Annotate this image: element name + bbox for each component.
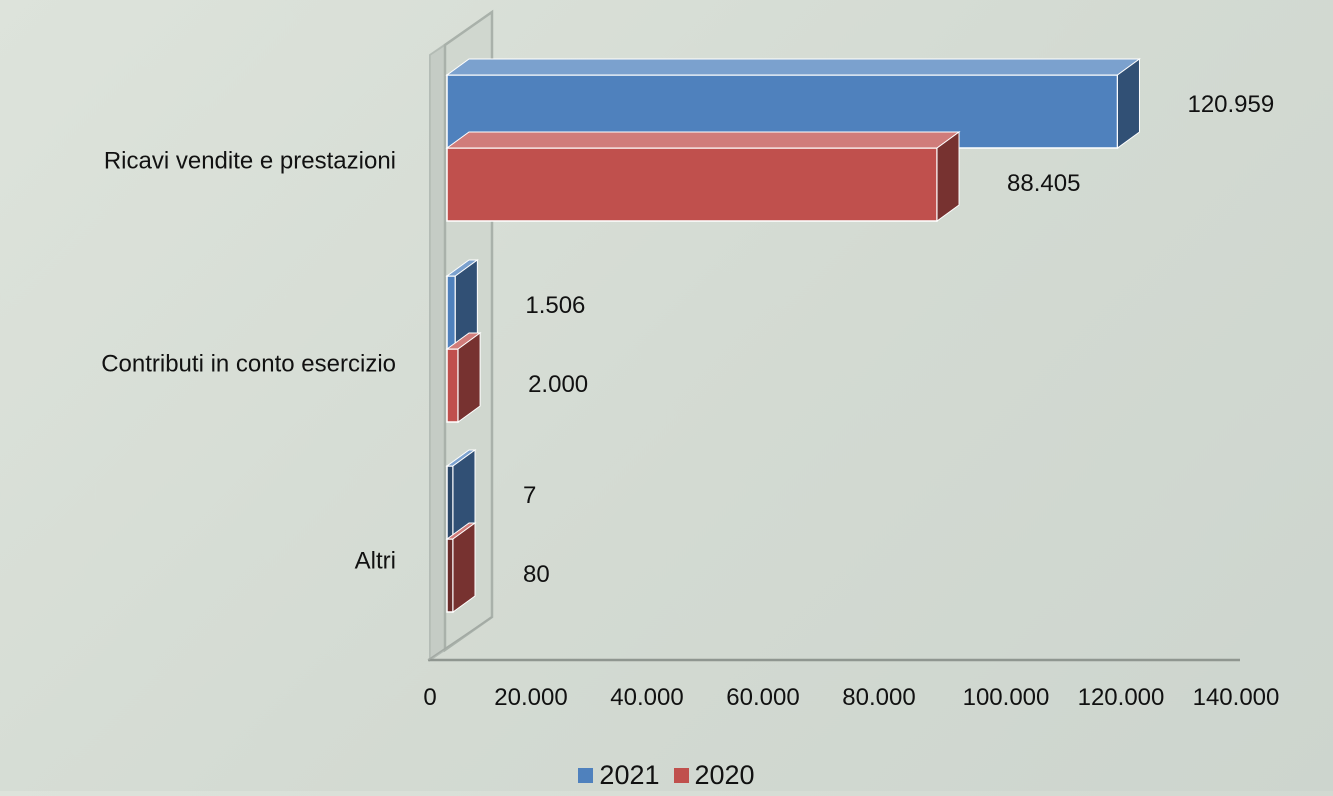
data-label: 88.405: [1007, 170, 1080, 197]
data-label: 7: [523, 482, 536, 509]
data-label: 2.000: [528, 371, 588, 398]
legend-label-series-2: 2020: [694, 760, 755, 790]
legend-label-series-1: 2021: [599, 760, 660, 790]
x-tick-label: 100.000: [963, 684, 1050, 711]
wall-side: [429, 43, 446, 662]
category-label: Contributi in conto esercizio: [101, 350, 396, 377]
legend-item-series-2: 2020: [673, 760, 755, 791]
category-label: Ricavi vendite e prestazioni: [104, 147, 396, 174]
bar-2021-3: [445, 449, 477, 540]
legend-swatch-series-1: [578, 768, 594, 783]
x-tick-label: 140.000: [1193, 684, 1280, 711]
bar-2020-2: [445, 332, 482, 423]
legend-swatch-series-2: [673, 768, 689, 783]
floor: [430, 617, 1240, 660]
category-label: Altri: [355, 547, 396, 574]
data-label: 1.506: [525, 292, 585, 319]
x-tick-label: 80.000: [842, 684, 915, 711]
x-tick-label: 60.000: [726, 684, 799, 711]
x-tick-label: 120.000: [1078, 684, 1165, 711]
bar-2020-3: [445, 522, 477, 613]
x-tick-label: 0: [423, 684, 436, 711]
x-tick-label: 20.000: [494, 684, 567, 711]
bar-2020-1: [445, 131, 961, 222]
legend: 2021 2020: [0, 760, 1333, 791]
data-label: 120.959: [1187, 91, 1274, 118]
bar-2021-2: [445, 259, 479, 350]
data-label: 80: [523, 561, 550, 588]
legend-item-series-1: 2021: [578, 760, 660, 791]
x-tick-label: 40.000: [610, 684, 683, 711]
floor-edge: [427, 616, 493, 661]
